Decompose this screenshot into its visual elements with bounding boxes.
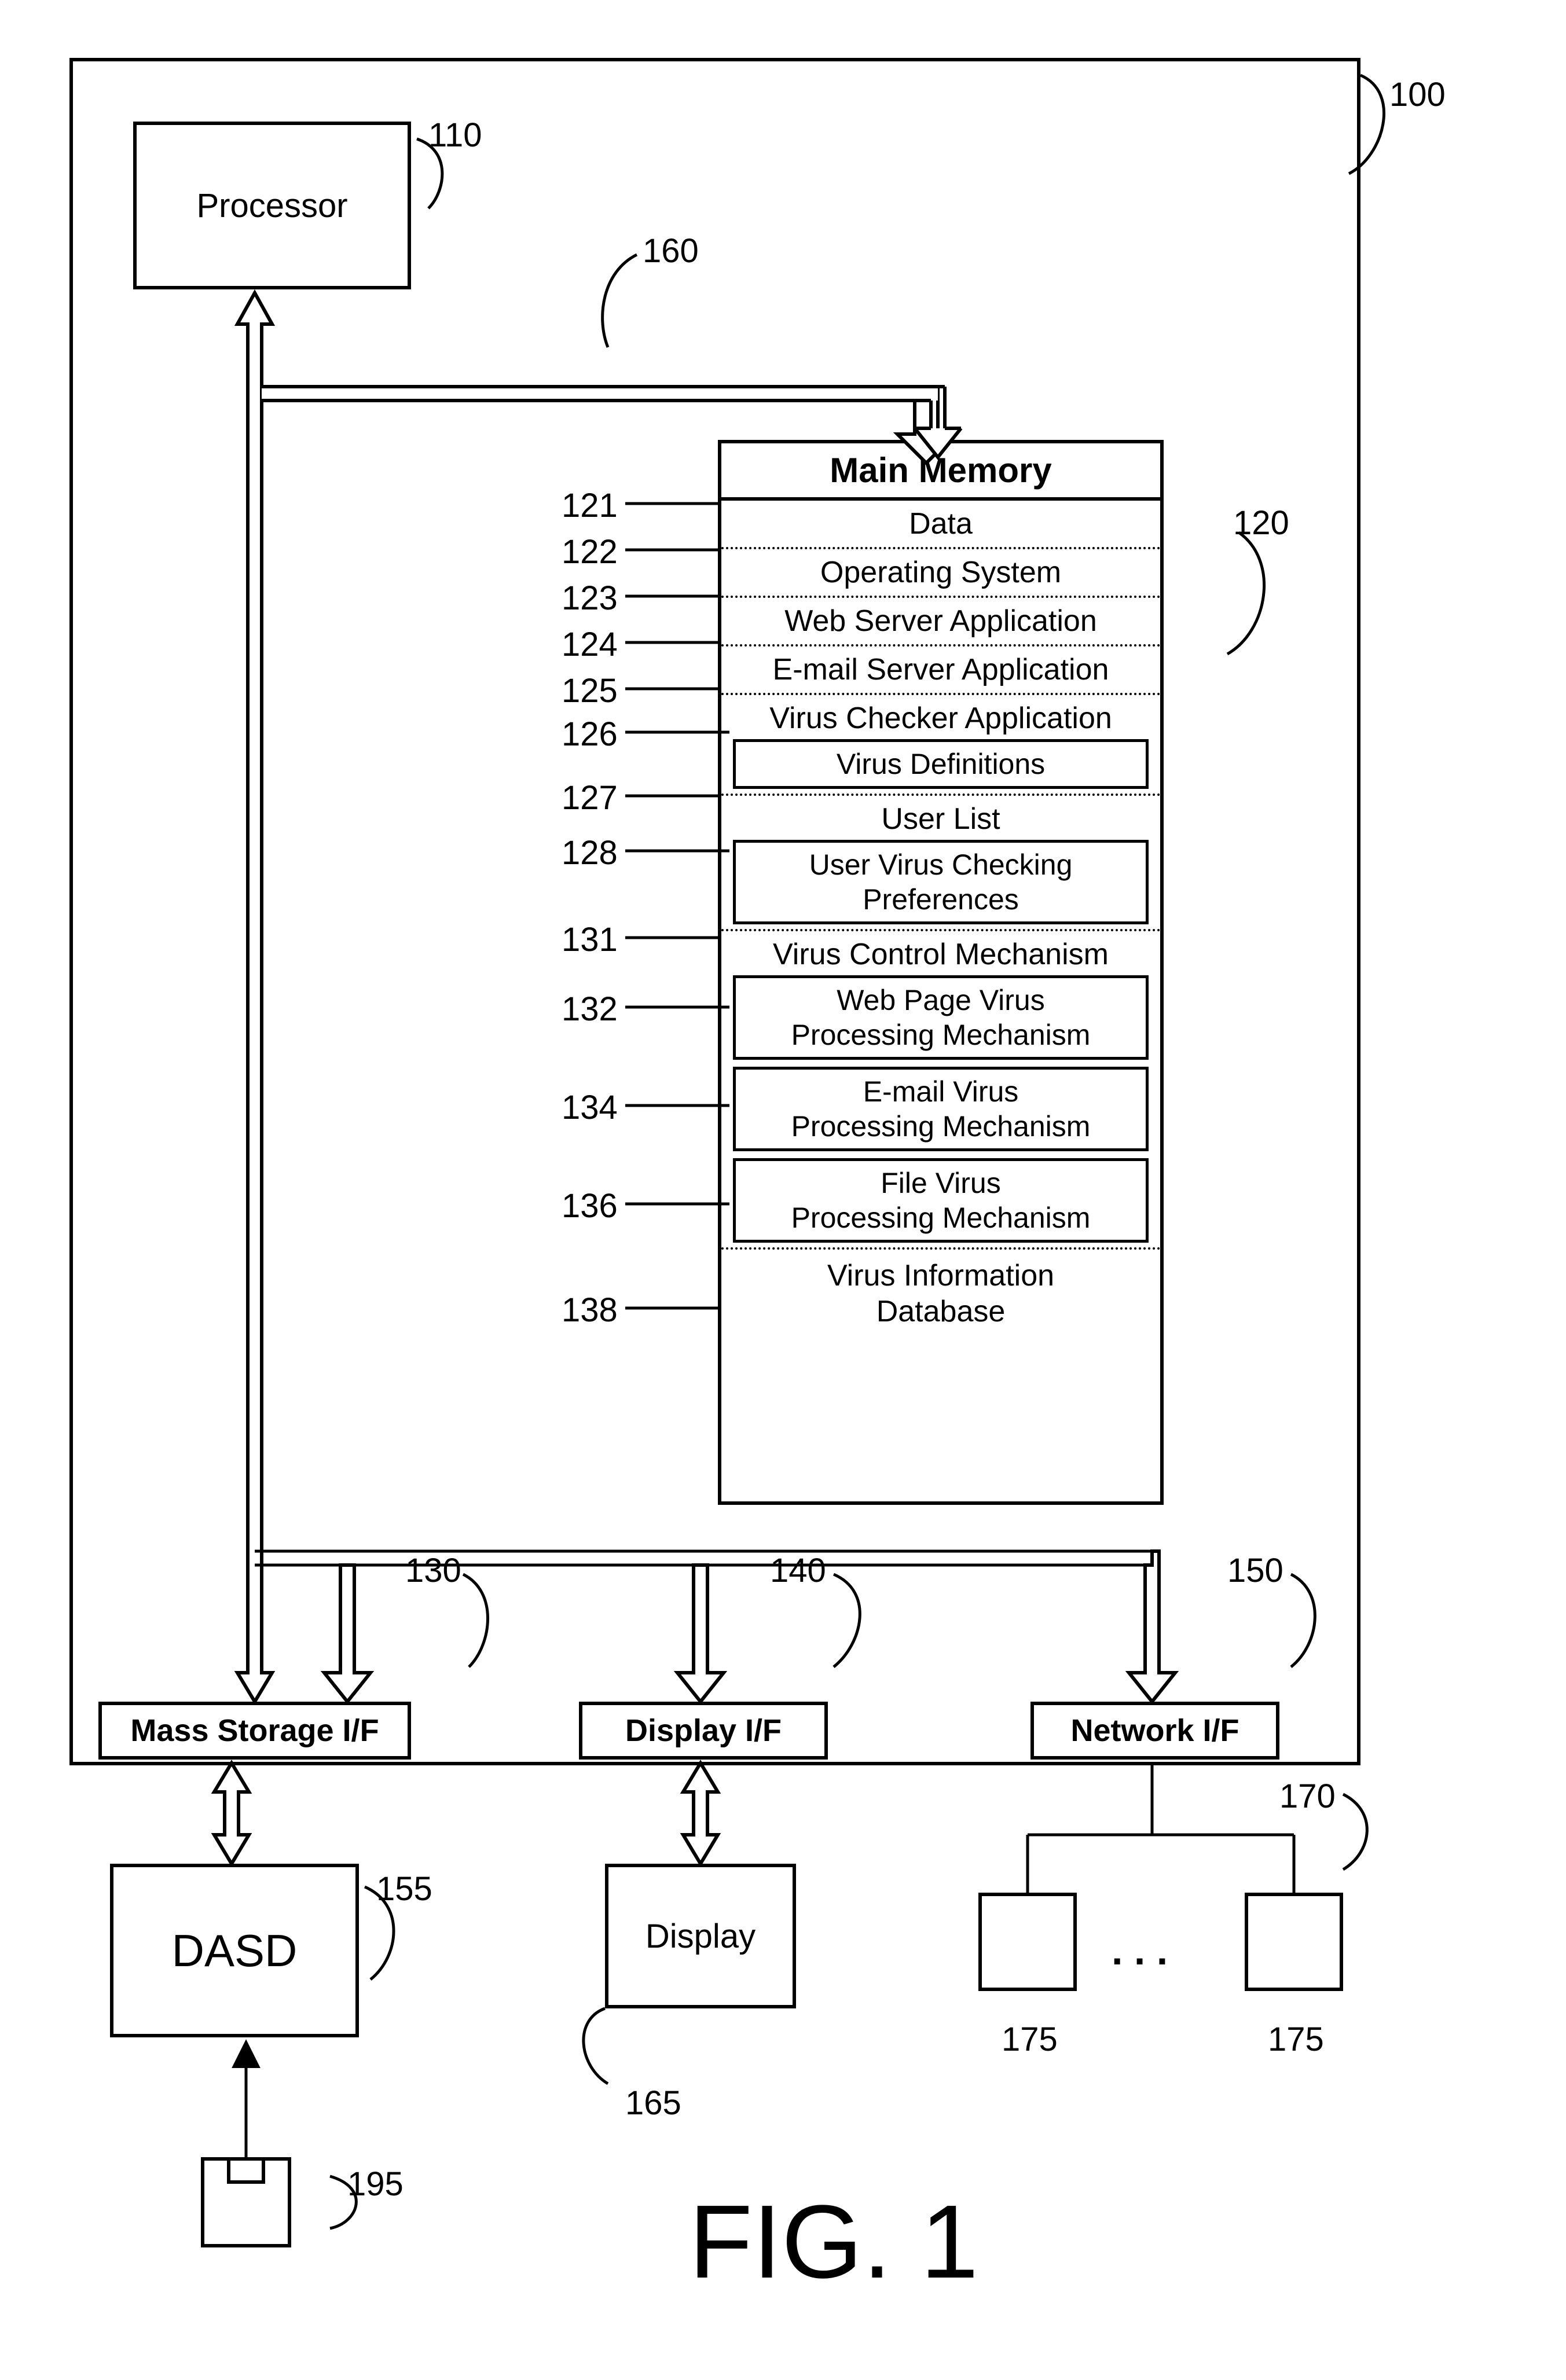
ref-134: 134 bbox=[562, 1088, 618, 1127]
ref-127: 127 bbox=[562, 778, 618, 817]
diagram-canvas: Processor Main Memory Data Operating Sys… bbox=[23, 23, 1543, 2357]
ref-160: 160 bbox=[643, 232, 699, 270]
ref-195: 195 bbox=[347, 2165, 404, 2203]
ref-123: 123 bbox=[562, 579, 618, 618]
ref-136: 136 bbox=[562, 1187, 618, 1225]
ref-140: 140 bbox=[770, 1551, 826, 1590]
ref-126: 126 bbox=[562, 715, 618, 754]
ref-100: 100 bbox=[1389, 75, 1446, 114]
ref-155: 155 bbox=[376, 1870, 432, 1908]
ref-175-a: 175 bbox=[1002, 2020, 1058, 2059]
ref-128: 128 bbox=[562, 833, 618, 872]
ref-138: 138 bbox=[562, 1291, 618, 1329]
ref-170: 170 bbox=[1279, 1777, 1336, 1816]
ref-165: 165 bbox=[625, 2084, 681, 2122]
ref-131: 131 bbox=[562, 920, 618, 959]
ref-150: 150 bbox=[1227, 1551, 1283, 1590]
ref-125: 125 bbox=[562, 671, 618, 710]
ref-121: 121 bbox=[562, 486, 618, 525]
ref-120: 120 bbox=[1233, 504, 1289, 542]
ref-175-b: 175 bbox=[1268, 2020, 1324, 2059]
connectors-svg bbox=[23, 23, 1543, 2357]
ref-130: 130 bbox=[405, 1551, 461, 1590]
ref-124: 124 bbox=[562, 625, 618, 664]
ref-132: 132 bbox=[562, 990, 618, 1029]
ref-122: 122 bbox=[562, 532, 618, 571]
figure-title: FIG. 1 bbox=[689, 2182, 978, 2302]
ref-110: 110 bbox=[428, 116, 482, 155]
